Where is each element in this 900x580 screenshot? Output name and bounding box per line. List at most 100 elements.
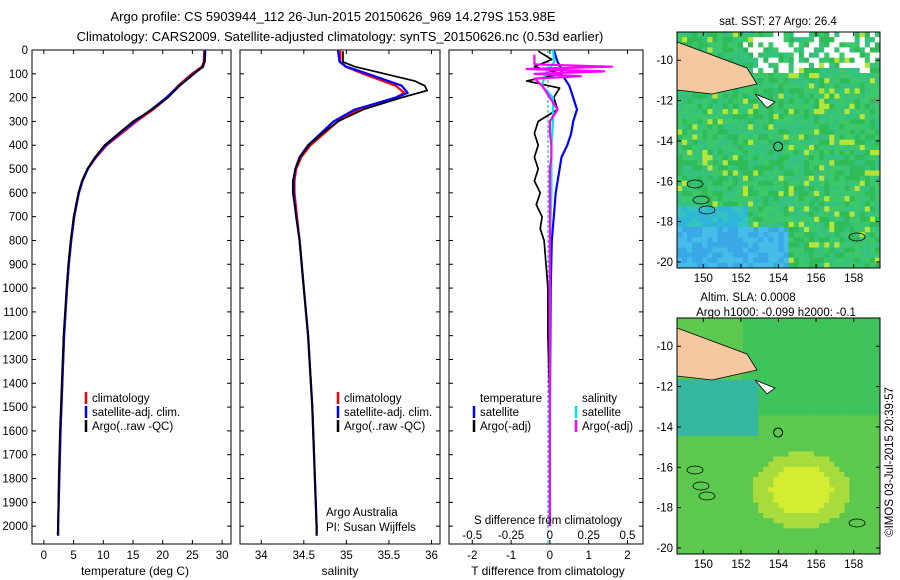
map-cell <box>692 318 698 324</box>
map-cell <box>824 338 830 345</box>
map-cell <box>763 73 769 79</box>
x-tick-label: 1 <box>585 550 591 562</box>
map-cell <box>859 124 866 130</box>
map-cell <box>798 369 805 375</box>
map-cell <box>793 523 800 529</box>
map-cell <box>844 32 851 38</box>
map-cell <box>819 543 825 550</box>
map-cell <box>722 170 729 177</box>
depth-tick-label: 200 <box>9 93 28 105</box>
map-cell <box>727 471 734 478</box>
map-cell <box>834 32 840 38</box>
map-cell <box>717 441 724 447</box>
map-cell <box>687 150 693 156</box>
map-cell <box>809 37 815 43</box>
map-cell <box>803 384 810 391</box>
map-cell <box>707 98 714 105</box>
legend-label-t-argo: Argo(-adj) <box>480 421 531 433</box>
map-cell <box>687 492 693 498</box>
map-cell <box>864 165 871 171</box>
map-cell <box>677 410 683 416</box>
map-cell <box>768 379 774 386</box>
map-cell <box>727 88 734 94</box>
map-cell <box>737 333 744 339</box>
map-cell <box>849 221 856 228</box>
map-cell <box>697 492 703 498</box>
map-cell <box>763 502 769 509</box>
map-cell <box>874 62 880 69</box>
map-cell <box>864 502 871 509</box>
map-cell <box>803 175 810 182</box>
map-cell <box>763 57 769 64</box>
map-cell <box>798 150 805 156</box>
map-cell <box>849 83 856 89</box>
map-cell <box>748 420 754 427</box>
map-cell <box>778 88 785 94</box>
map-cell <box>677 144 683 151</box>
map-cell <box>697 252 703 259</box>
map-cell <box>869 518 876 524</box>
map-cell <box>849 538 856 545</box>
map-cell <box>753 420 759 427</box>
map-cell <box>829 232 835 238</box>
map-cell <box>793 477 800 483</box>
depth-tick-label: 0 <box>22 45 28 57</box>
map-cell <box>727 543 734 550</box>
map-cell <box>758 513 764 519</box>
map-cell <box>844 98 851 105</box>
map-cell <box>839 201 845 207</box>
map-cell <box>788 206 795 212</box>
map-cell <box>844 348 851 355</box>
map-cell <box>783 364 790 370</box>
map-cell <box>839 497 845 504</box>
map-cell <box>758 461 764 468</box>
map-cell <box>834 37 840 43</box>
map-cell <box>753 446 759 452</box>
map-cell <box>783 400 790 406</box>
map-cell <box>712 150 719 156</box>
map-cell <box>677 420 683 427</box>
map-cell <box>732 98 739 105</box>
map-cell <box>697 227 703 233</box>
map-cell <box>829 364 835 370</box>
map-cell <box>783 323 790 329</box>
map-cell <box>748 389 754 396</box>
map-cell <box>722 180 729 187</box>
map-cell <box>788 262 795 268</box>
map-cell <box>834 134 840 141</box>
map-cell <box>702 548 708 554</box>
map-cell <box>697 518 703 524</box>
map-cell <box>778 318 785 324</box>
map-cell <box>824 57 830 64</box>
map-cell <box>758 160 764 166</box>
map-cell <box>869 93 876 100</box>
map-cell <box>702 114 708 120</box>
map-cell <box>788 487 795 493</box>
annotation-pi: PI: Susan Wijffels <box>326 522 416 534</box>
map-cell <box>874 124 880 130</box>
map-cell <box>783 446 790 452</box>
map-cell <box>758 492 764 498</box>
map-cell <box>682 502 688 509</box>
map-cell <box>758 47 764 53</box>
map-cell <box>692 144 698 151</box>
map-cell <box>803 389 810 396</box>
map-cell <box>869 451 876 457</box>
map-cell <box>824 67 830 74</box>
map-cell <box>732 180 739 187</box>
map-cell <box>722 328 729 334</box>
map-cell <box>798 262 805 268</box>
map-cell <box>783 165 790 171</box>
map-cell <box>803 114 810 120</box>
map-cell <box>864 160 871 166</box>
map-cell <box>682 37 688 43</box>
map-cell <box>809 364 815 370</box>
map-cell <box>753 144 759 151</box>
map-cell <box>763 262 769 268</box>
legend-label-t-satellite: satellite <box>480 407 519 419</box>
map-cell <box>692 227 698 233</box>
map-cell <box>819 359 825 365</box>
map-cell <box>854 88 861 94</box>
map-cell <box>702 477 708 483</box>
map-cell <box>778 211 785 218</box>
